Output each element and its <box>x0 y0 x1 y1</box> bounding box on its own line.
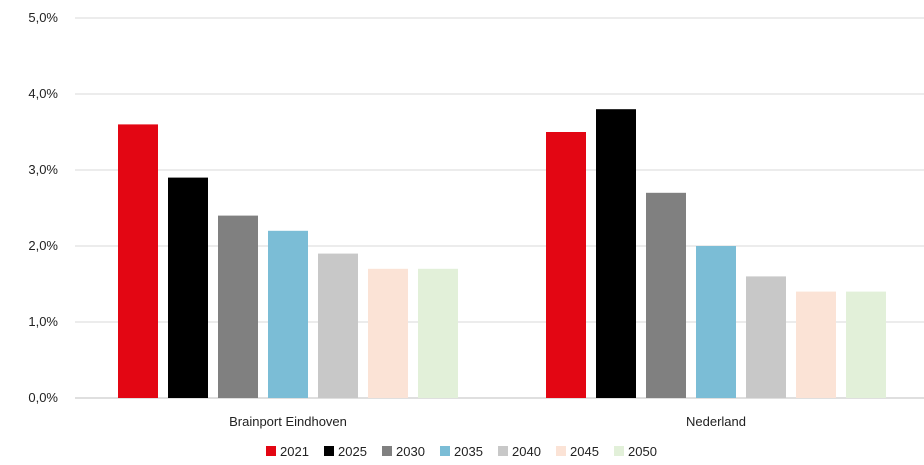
bar-2025-brainport-eindhoven <box>168 177 208 398</box>
bar-2045-brainport-eindhoven <box>368 268 408 398</box>
bar-2045-nederland <box>796 291 836 398</box>
bar-2021-brainport-eindhoven <box>118 124 158 399</box>
legend: 2021 2025 2030 2035 2040 2045 2050 <box>266 444 657 459</box>
legend-swatch-2021 <box>266 446 276 456</box>
legend-label-2040: 2040 <box>512 444 541 459</box>
bar-2035-brainport-eindhoven <box>268 230 308 398</box>
bar-2021-nederland <box>546 132 586 398</box>
legend-swatch-2040 <box>498 446 508 456</box>
y-tick-label: 3,0% <box>28 162 58 177</box>
bar-2050-brainport-eindhoven <box>418 268 458 398</box>
bars <box>118 109 886 399</box>
legend-swatch-2045 <box>556 446 566 456</box>
bar-2030-nederland <box>646 192 686 398</box>
y-axis: 0,0% 1,0% 2,0% 3,0% 4,0% 5,0% <box>28 10 58 405</box>
bar-2035-nederland <box>696 246 736 398</box>
legend-label-2050: 2050 <box>628 444 657 459</box>
bar-2030-brainport-eindhoven <box>218 215 258 398</box>
category-label-nederland: Nederland <box>686 414 746 429</box>
legend-swatch-2030 <box>382 446 392 456</box>
bar-2050-nederland <box>846 291 886 398</box>
y-tick-label: 4,0% <box>28 86 58 101</box>
bar-2040-brainport-eindhoven <box>318 253 358 398</box>
legend-swatch-2025 <box>324 446 334 456</box>
legend-label-2025: 2025 <box>338 444 367 459</box>
bar-2025-nederland <box>596 109 636 398</box>
legend-swatch-2035 <box>440 446 450 456</box>
y-tick-label: 1,0% <box>28 314 58 329</box>
legend-swatch-2050 <box>614 446 624 456</box>
y-tick-label: 0,0% <box>28 390 58 405</box>
legend-label-2030: 2030 <box>396 444 425 459</box>
category-label-brainport-eindhoven: Brainport Eindhoven <box>229 414 347 429</box>
y-tick-label: 5,0% <box>28 10 58 25</box>
bar-2040-nederland <box>746 276 786 398</box>
legend-label-2021: 2021 <box>280 444 309 459</box>
legend-label-2045: 2045 <box>570 444 599 459</box>
legend-label-2035: 2035 <box>454 444 483 459</box>
x-axis: Brainport Eindhoven Nederland <box>229 414 746 429</box>
y-tick-label: 2,0% <box>28 238 58 253</box>
